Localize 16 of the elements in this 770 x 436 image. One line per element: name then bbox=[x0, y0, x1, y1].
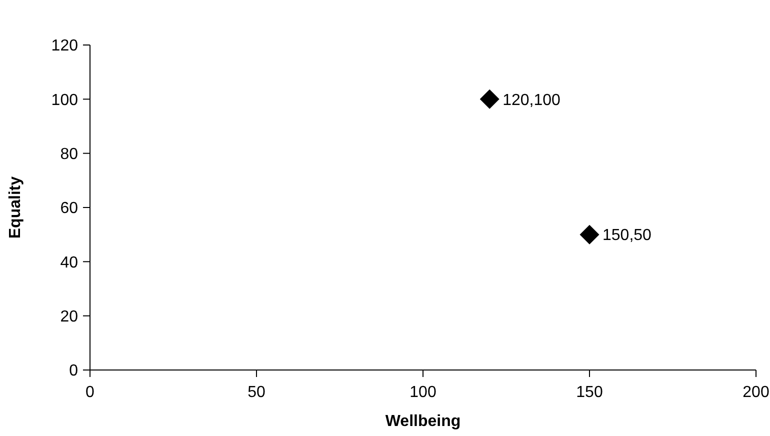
y-tick-label: 60 bbox=[60, 200, 78, 218]
x-tick-label: 50 bbox=[248, 384, 266, 401]
x-tick-label: 100 bbox=[410, 384, 436, 401]
x-tick-label: 0 bbox=[86, 384, 95, 401]
y-tick-label: 120 bbox=[51, 38, 78, 55]
y-tick-label: 80 bbox=[60, 146, 78, 163]
y-tick-label: 40 bbox=[60, 254, 78, 272]
annotation: 120,100 bbox=[502, 92, 561, 109]
y-axis-title: Equality bbox=[7, 176, 24, 239]
x-tick-label: 150 bbox=[576, 384, 603, 401]
y-tick-label: 0 bbox=[69, 362, 78, 380]
y-tick-label: 100 bbox=[51, 92, 78, 109]
x-tick-label: 200 bbox=[742, 384, 770, 401]
annotation: 150,50 bbox=[602, 227, 652, 244]
y-tick-label: 20 bbox=[60, 308, 78, 326]
x-axis-title: Wellbeing bbox=[385, 413, 461, 430]
